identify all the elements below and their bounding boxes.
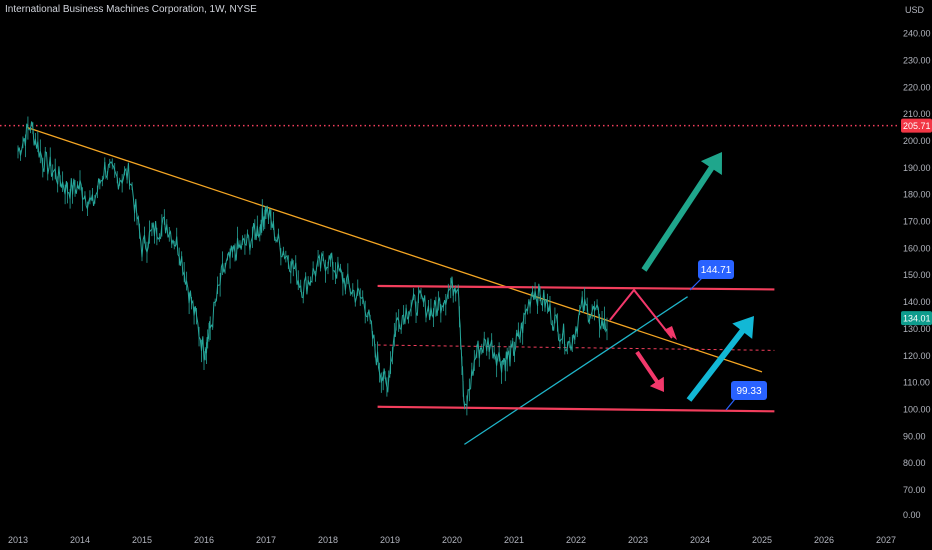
y-tick-label: 210.00	[903, 109, 931, 119]
chart-title: International Business Machines Corporat…	[5, 4, 257, 15]
y-tick-label: 170.00	[903, 217, 931, 227]
current-price-tag-box	[901, 311, 932, 326]
x-tick-label: 2025	[752, 535, 772, 545]
drawings-layer	[0, 124, 900, 445]
channel-top-label-pointer	[689, 277, 703, 291]
projection-zigzag	[609, 288, 673, 339]
y-tick-label: 100.00	[903, 404, 931, 414]
mid-dashed-line	[377, 344, 775, 351]
arrow-down-pink	[635, 350, 664, 392]
y-tick-label: 90.00	[903, 431, 926, 441]
y-tick-label: 0.00	[903, 510, 921, 520]
arrow-up-green	[641, 152, 722, 272]
y-tick-label: 200.00	[903, 136, 931, 146]
channel-bottom-label-text: 99.33	[736, 386, 761, 397]
x-tick-label: 2021	[504, 535, 524, 545]
arrow-up-cyan	[686, 316, 754, 402]
current-price-tag-text: 134.01	[903, 314, 931, 324]
y-tick-label: 130.00	[903, 324, 931, 334]
price-series-layer	[17, 116, 608, 416]
x-tick-label: 2017	[256, 535, 276, 545]
currency-label: USD	[905, 5, 925, 15]
x-tick-label: 2026	[814, 535, 834, 545]
projection-arrowhead	[664, 326, 677, 340]
x-tick-label: 2019	[380, 535, 400, 545]
channel-line	[377, 405, 775, 413]
trendline	[27, 126, 763, 373]
y-tick-label: 240.00	[903, 29, 931, 39]
y-tick-label: 140.00	[903, 297, 931, 307]
y-tick-label: 80.00	[903, 458, 926, 468]
y-tick-label: 110.00	[903, 378, 930, 388]
y-tick-label: 230.00	[903, 55, 931, 65]
y-tick-label: 190.00	[903, 163, 931, 173]
x-tick-label: 2024	[690, 535, 710, 545]
x-tick-label: 2027	[876, 535, 896, 545]
y-tick-label: 160.00	[903, 243, 931, 253]
x-tick-label: 2015	[132, 535, 152, 545]
y-tick-label: 120.00	[903, 351, 931, 361]
annotations-layer: 144.71 99.33	[609, 152, 767, 411]
x-tick-label: 2018	[318, 535, 338, 545]
x-tick-label: 2013	[8, 535, 28, 545]
channel-bottom-label-box	[731, 381, 767, 400]
x-tick-label: 2016	[194, 535, 214, 545]
y-tick-label: 180.00	[903, 190, 931, 200]
channel-bottom-label-pointer	[725, 398, 736, 411]
y-tick-label: 150.00	[903, 270, 931, 280]
price-series-line	[17, 121, 608, 407]
x-tick-label: 2014	[70, 535, 90, 545]
x-tick-label: 2023	[628, 535, 648, 545]
x-tick-label: 2022	[566, 535, 586, 545]
resistance-price-tag-text: 205.71	[903, 121, 931, 131]
channel-line	[377, 284, 775, 291]
trendline	[464, 296, 688, 445]
axes-layer: 0.00 70.00 80.00 90.00 100.00 110.00 120.00 130…	[8, 29, 932, 545]
y-tick-label: 220.00	[903, 82, 931, 92]
y-tick-label: 70.00	[903, 485, 926, 495]
channel-top-label-text: 144.71	[701, 265, 732, 276]
x-tick-label: 2020	[442, 535, 462, 545]
resistance-price-tag-box	[901, 118, 932, 133]
channel-top-label-box	[698, 260, 734, 279]
